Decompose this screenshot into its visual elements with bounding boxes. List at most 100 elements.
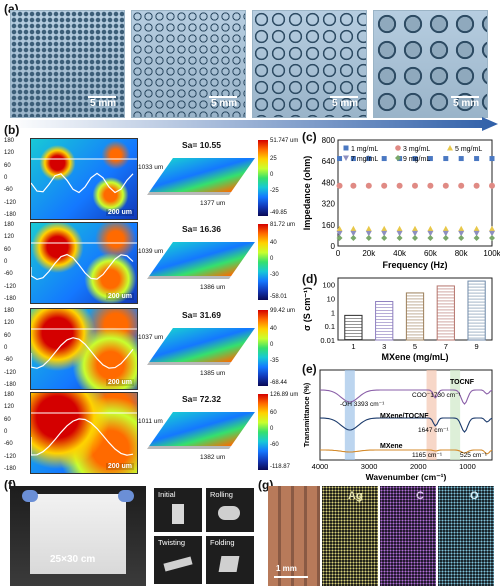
spectrum-line (319, 389, 493, 405)
x-tick-label: 40k (393, 249, 407, 258)
data-point (412, 225, 418, 232)
data-point (365, 225, 372, 232)
map-y-tick: -60 (4, 187, 13, 194)
film-sheet (30, 494, 126, 574)
data-point (337, 156, 343, 162)
legend-marker (447, 145, 453, 151)
y-axis-label: σ (S cm⁻¹) (302, 287, 312, 331)
data-point (350, 235, 357, 242)
colorbar-tick: -60 (270, 442, 279, 448)
plot-frame (337, 139, 493, 247)
data-point (443, 156, 449, 162)
photo-a3 (252, 10, 367, 118)
map-y-tick: 180 (4, 392, 15, 398)
dimension-label: 1037 um (138, 334, 164, 341)
colorbar-tick: -35 (270, 358, 279, 364)
map-y-tick: -120 (4, 283, 17, 290)
y-tick-label: 100 (322, 281, 335, 290)
profile-line (31, 328, 137, 369)
dimension-label: 1377 um (200, 200, 226, 207)
eds-map-o: O (438, 486, 494, 586)
dimension-label: 1385 um (200, 370, 226, 377)
data-point (396, 230, 403, 237)
scale-label-g: 1 mm (276, 564, 297, 573)
eds-map-ag: Ag (322, 486, 378, 586)
x-tick-label: 4000 (312, 462, 329, 471)
data-point (427, 230, 434, 237)
film-piece-initial (172, 504, 184, 524)
scale-bar-a4 (451, 96, 479, 98)
colorbar-tick: 60 (270, 410, 277, 416)
data-point (365, 182, 372, 189)
dimension-label: 1011 um (138, 418, 163, 425)
map-y-tick: -180 (4, 382, 17, 388)
eds-optical-image: 1 mm (268, 486, 320, 586)
dimension-label: 1386 um (200, 284, 226, 291)
map-y-tick: 0 (4, 429, 8, 435)
y-axis-label: Transmittance (%) (302, 382, 311, 447)
roughness-label: Sa= 10.55 (182, 140, 221, 150)
dimension-label: 1039 um (138, 248, 164, 255)
colorbar-tick: 0 (270, 172, 274, 178)
film-piece-folding (218, 556, 240, 572)
peak-band (426, 370, 437, 460)
legend-marker (395, 145, 401, 151)
profile-line (31, 412, 137, 456)
state-label-rolling: Rolling (210, 490, 233, 499)
data-point (350, 225, 357, 232)
map-y-tick: 0 (4, 259, 8, 265)
data-point (336, 230, 343, 237)
map-scale-label: 200 um (105, 379, 134, 386)
data-point (458, 235, 465, 242)
annotation: 1165 cm⁻¹ (412, 452, 443, 459)
legend-marker (395, 155, 401, 161)
data-point (427, 235, 434, 242)
colorbar-max: 126.89 um (270, 392, 299, 398)
colorbar (258, 224, 268, 300)
map-y-tick: -120 (4, 199, 17, 206)
data-point (412, 235, 418, 242)
height-map-2: 200 um (30, 222, 138, 304)
data-point (381, 225, 388, 232)
map-y-tick: 0 (4, 345, 8, 351)
state-photo-folding: Folding (206, 536, 254, 584)
profile-line (31, 242, 137, 281)
map-y-tick: 60 (4, 416, 11, 423)
data-point (350, 156, 356, 162)
spectrum-line (319, 417, 493, 433)
map-y-tick: -60 (4, 357, 13, 364)
data-point (458, 225, 465, 232)
colorbar-tick: -25 (270, 188, 279, 194)
colorbar-min: -58.01 (270, 294, 288, 300)
map-scale-label: 200 um (105, 209, 134, 216)
map-scale-label: 200 um (105, 463, 134, 470)
colorbar-max: 99.42 um (270, 308, 296, 314)
data-point (489, 156, 495, 162)
trend-arrow (8, 117, 498, 131)
map-y-tick: 120 (4, 150, 15, 157)
film-photo: 25×30 cm (10, 486, 146, 586)
dimension-label: 1033 um (138, 164, 164, 171)
height-profile (31, 172, 134, 194)
roughness-label: Sa= 31.69 (182, 310, 221, 320)
height-profile (31, 337, 134, 369)
data-point (442, 230, 449, 237)
scale-bar-g (274, 576, 308, 578)
scale-label-a3: 5 mm (332, 98, 359, 109)
dimension-label: 1382 um (200, 454, 226, 461)
element-label-c: C (416, 490, 424, 502)
film-piece-rolling (218, 506, 240, 520)
colorbar-tick: 40 (270, 240, 277, 246)
hand-left (22, 490, 38, 502)
x-tick-label: 80k (455, 249, 469, 258)
state-photo-initial: Initial (154, 488, 202, 532)
colorbar (258, 140, 268, 216)
x-axis-label: MXene (mg/mL) (381, 352, 448, 362)
annotation: COO⁻1730 cm⁻¹ (412, 392, 462, 399)
legend-label: 3 mg/mL (403, 146, 430, 153)
data-point (427, 156, 433, 162)
peak-band (450, 370, 461, 460)
scale-bar-a1 (88, 96, 116, 98)
colorbar-tick: 0 (270, 426, 274, 432)
map-y-tick: -180 (4, 296, 17, 302)
